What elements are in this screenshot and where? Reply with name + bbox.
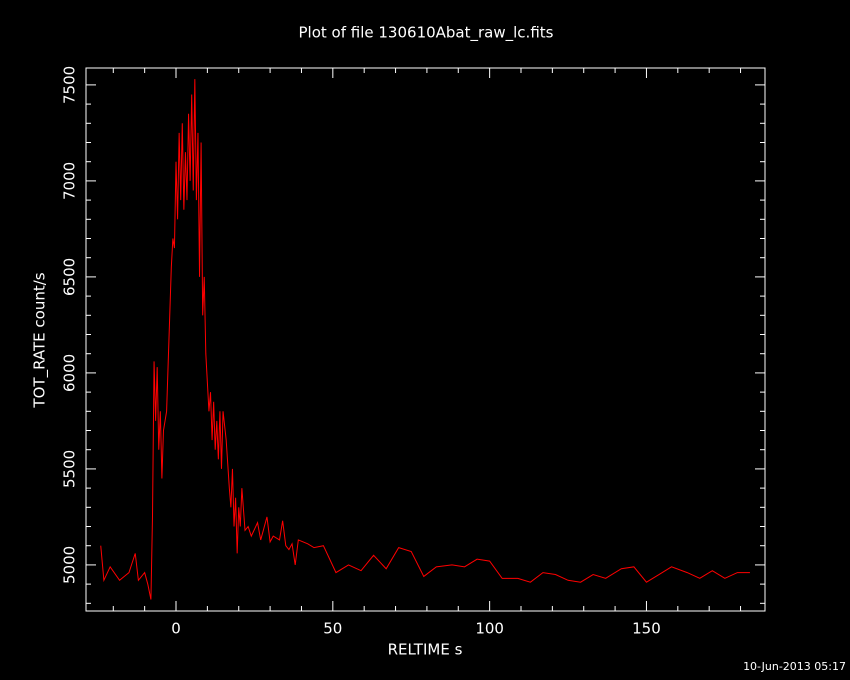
footer-date: 10-Jun-2013 05:17 bbox=[743, 660, 846, 673]
y-tick-label: 6000 bbox=[61, 354, 79, 392]
y-tick-label: 5000 bbox=[61, 546, 79, 584]
x-tick-label: 0 bbox=[171, 620, 181, 638]
x-tick-label: 50 bbox=[323, 620, 342, 638]
x-tick-label: 100 bbox=[475, 620, 504, 638]
y-tick-label: 7500 bbox=[61, 66, 79, 104]
y-axis-label: TOT_RATE count/s bbox=[31, 272, 50, 408]
light-curve bbox=[100, 79, 750, 600]
plot-frame bbox=[85, 67, 766, 612]
y-tick-label: 7000 bbox=[61, 162, 79, 200]
x-axis-label: RELTIME s bbox=[388, 641, 463, 659]
x-tick-label: 150 bbox=[632, 620, 661, 638]
y-tick-label: 6500 bbox=[61, 258, 79, 296]
chart-title: Plot of file 130610Abat_raw_lc.fits bbox=[299, 24, 554, 43]
y-tick-label: 5500 bbox=[61, 450, 79, 488]
